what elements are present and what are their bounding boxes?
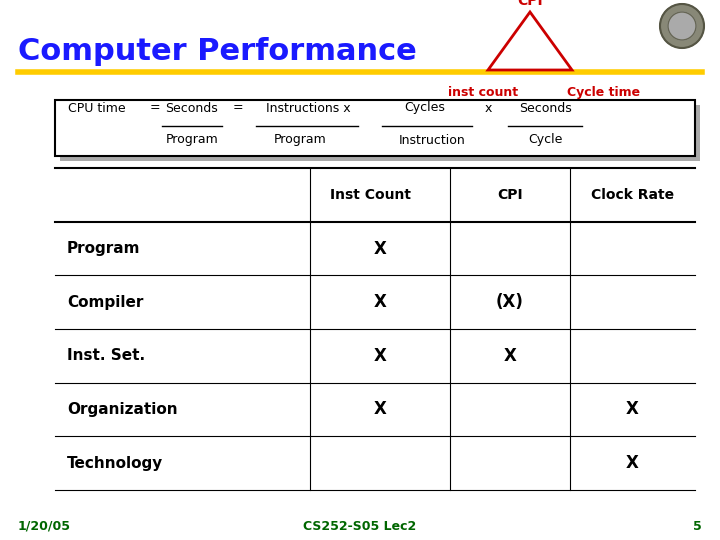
Text: Cycle: Cycle — [528, 133, 562, 146]
Circle shape — [660, 4, 704, 48]
Text: X: X — [374, 240, 387, 258]
Text: Organization: Organization — [67, 402, 178, 417]
Bar — [55, 100, 695, 156]
Text: Clock Rate: Clock Rate — [591, 188, 674, 202]
Text: X: X — [626, 454, 639, 472]
Text: Cycle time: Cycle time — [567, 86, 641, 99]
Text: Program: Program — [67, 241, 140, 256]
Text: Instructions x: Instructions x — [266, 102, 351, 114]
Text: Compiler: Compiler — [67, 295, 143, 309]
Text: inst count: inst count — [448, 86, 518, 99]
Text: X: X — [626, 401, 639, 418]
Text: CS252-S05 Lec2: CS252-S05 Lec2 — [303, 519, 417, 532]
Text: Seconds: Seconds — [166, 102, 218, 114]
Text: CPU time: CPU time — [68, 102, 125, 114]
Bar — [60, 105, 700, 161]
Text: =: = — [233, 102, 243, 114]
Text: X: X — [374, 401, 387, 418]
Text: =: = — [150, 102, 161, 114]
Text: Program: Program — [166, 133, 218, 146]
Text: Cycles: Cycles — [405, 102, 446, 114]
Text: Computer Performance: Computer Performance — [18, 37, 417, 66]
Text: Technology: Technology — [67, 456, 163, 471]
Text: Inst Count: Inst Count — [330, 188, 410, 202]
Text: x: x — [485, 102, 492, 114]
Text: Instruction: Instruction — [399, 133, 465, 146]
Text: X: X — [374, 293, 387, 311]
Text: 1/20/05: 1/20/05 — [18, 519, 71, 532]
Text: Program: Program — [274, 133, 326, 146]
Text: (X): (X) — [496, 293, 524, 311]
Text: CPI: CPI — [517, 0, 543, 8]
Text: 5: 5 — [693, 519, 702, 532]
Text: X: X — [503, 347, 516, 365]
Circle shape — [668, 12, 696, 40]
Text: Seconds: Seconds — [518, 102, 572, 114]
Text: CPI: CPI — [498, 188, 523, 202]
Text: X: X — [374, 347, 387, 365]
Text: Inst. Set.: Inst. Set. — [67, 348, 145, 363]
